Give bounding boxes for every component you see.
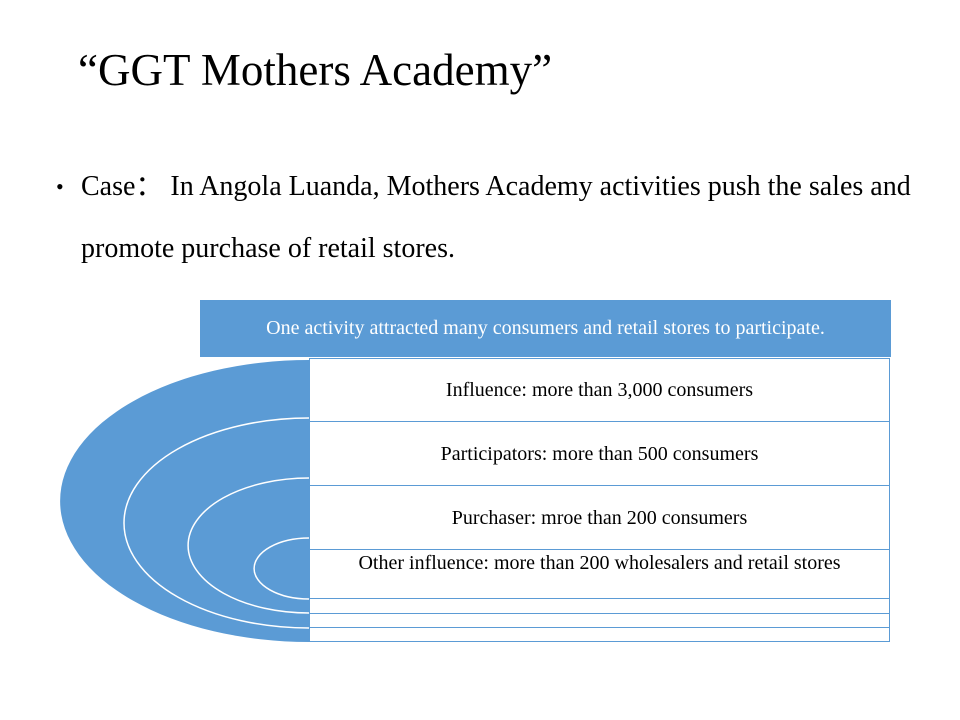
bullet-text: Case： In Angola Luanda, Mothers Academy … [81,171,911,264]
diagram-row: Participators: more than 500 consumers [309,422,890,486]
diagram-row: Other influence: more than 200 wholesale… [309,550,890,599]
diagram-row: Purchaser: mroe than 200 consumers [309,486,890,550]
slide-title: “GGT Mothers Academy” [78,45,553,95]
bullet-marker: • [56,174,64,199]
diagram-row-empty [309,614,890,628]
arc-3 [187,477,310,614]
diagram-row-empty [309,599,890,614]
diagram-row: Influence: more than 3,000 consumers [309,358,890,422]
bullet-point: • Case： In Angola Luanda, Mothers Academ… [56,156,926,280]
arc-4 [253,537,310,600]
diagram-header: One activity attracted many consumers an… [200,300,891,357]
arc-outer [60,360,310,642]
arc-2 [123,417,310,629]
diagram-row-empty [309,628,890,642]
